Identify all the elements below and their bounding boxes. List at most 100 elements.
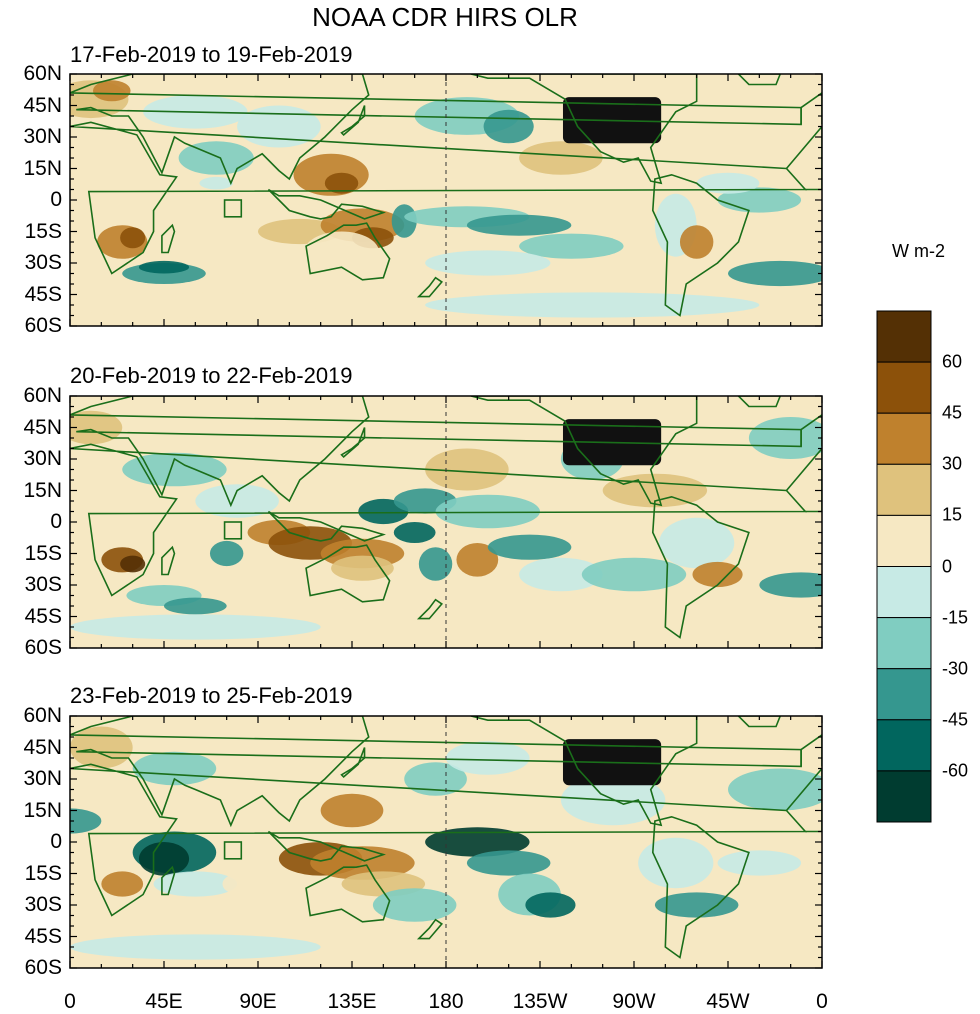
olr-anomaly-region (456, 543, 499, 577)
olr-anomaly-region (425, 292, 760, 318)
coastline (161, 223, 176, 254)
olr-anomaly-region (153, 871, 238, 897)
coastline (70, 396, 802, 508)
coastline (267, 830, 386, 862)
colorbar (876, 310, 932, 823)
olr-anomaly-region (728, 260, 822, 287)
lon-label: 90W (612, 990, 656, 1013)
map-panel-2 (69, 395, 823, 649)
lon-label: 45E (145, 990, 183, 1013)
coastline (161, 865, 176, 896)
map-panel-1 (69, 73, 823, 327)
olr-anomaly-region (425, 827, 530, 857)
colorbar-units: W m-2 (892, 241, 945, 261)
colorbar-segment (876, 719, 932, 772)
olr-anomaly-region (659, 517, 735, 569)
olr-anomaly-region (393, 522, 436, 543)
lat-label: 15N (23, 478, 62, 502)
coastline (470, 74, 698, 185)
colorbar-tick-label: 45 (942, 402, 963, 423)
coastline (340, 427, 366, 458)
olr-anomaly-region (70, 292, 321, 318)
olr-anomaly-region (195, 484, 279, 518)
olr-anomaly-region (519, 141, 603, 175)
lat-label: 60N (23, 704, 62, 727)
lat-label: 45S (24, 604, 62, 628)
panel-2-title: 20-Feb-2019 to 22-Feb-2019 (70, 363, 353, 388)
olr-anomaly-region (425, 250, 551, 276)
colorbar-tick-label: -60 (942, 760, 969, 781)
lon-label: 135E (327, 990, 377, 1013)
lat-label: 15N (23, 156, 62, 180)
lat-label: 60S (24, 956, 62, 979)
lat-label: 30S (24, 251, 62, 274)
lon-label: 90E (239, 990, 277, 1013)
coastline (70, 716, 802, 828)
lat-label: 15S (24, 861, 62, 885)
lon-label: 0 (64, 990, 76, 1013)
lat-label: 0 (50, 830, 62, 853)
lat-label: 60S (24, 314, 62, 337)
olr-anomaly-region (525, 892, 576, 918)
lat-label: 0 (50, 188, 62, 211)
colorbar-tick-label: -30 (942, 658, 969, 679)
coastline (70, 121, 808, 275)
region-box (223, 199, 243, 218)
coastline (737, 396, 782, 408)
coastline (161, 545, 176, 576)
olr-anomaly-region (519, 233, 624, 259)
lat-label: 15N (23, 798, 62, 822)
olr-anomaly-region (759, 572, 822, 598)
olr-anomaly-region (70, 726, 133, 769)
colorbar-tick-label: 30 (942, 453, 963, 474)
olr-anomaly-region (331, 555, 394, 581)
colorbar-segment (876, 617, 932, 670)
coastline (800, 413, 822, 447)
coastline (651, 495, 750, 639)
coastline (340, 105, 366, 136)
olr-anomaly-region (483, 109, 534, 144)
lat-label: 30S (24, 893, 62, 916)
olr-anomaly-region (164, 597, 227, 615)
olr-anomaly-region (138, 260, 190, 274)
colorbar-tick-label: -45 (942, 709, 969, 730)
panel-1-title: 17-Feb-2019 to 19-Feb-2019 (70, 42, 353, 67)
coastline (305, 222, 391, 281)
olr-anomaly-region (199, 176, 233, 190)
coastline (305, 864, 391, 923)
coastline (470, 716, 698, 827)
olr-anomaly-region (372, 888, 457, 922)
colorbar-segment (876, 310, 932, 363)
coastline (267, 188, 386, 220)
colorbar-tick-label: -15 (942, 607, 969, 628)
map-panel-3 (69, 715, 823, 969)
coastline (70, 74, 802, 186)
lat-label: 60N (23, 62, 62, 85)
lat-label: 45N (23, 735, 62, 759)
lat-label: 30N (23, 447, 62, 470)
coastline (785, 125, 822, 191)
lat-label: 60S (24, 636, 62, 659)
olr-anomaly-region (435, 494, 540, 529)
olr-anomaly-region (178, 141, 254, 175)
coastline (416, 276, 444, 298)
colorbar-segment (876, 514, 932, 568)
colorbar-segment (876, 566, 932, 619)
lon-label: 45W (706, 990, 750, 1013)
colorbar-segment (876, 361, 932, 414)
coastline (470, 396, 698, 507)
lat-label: 30S (24, 573, 62, 596)
olr-anomaly-region (120, 227, 146, 249)
colorbar-tick-label: 15 (942, 504, 963, 525)
coastline (416, 598, 444, 620)
olr-anomaly-region (222, 871, 273, 897)
olr-anomaly-region (303, 231, 380, 274)
olr-anomaly-region (446, 741, 530, 775)
lat-label: 30N (23, 125, 62, 148)
olr-anomaly-region (466, 850, 551, 876)
olr-anomaly-region (120, 555, 146, 573)
coastline (305, 544, 391, 603)
lat-label: 30N (23, 767, 62, 790)
coastline (785, 767, 822, 833)
